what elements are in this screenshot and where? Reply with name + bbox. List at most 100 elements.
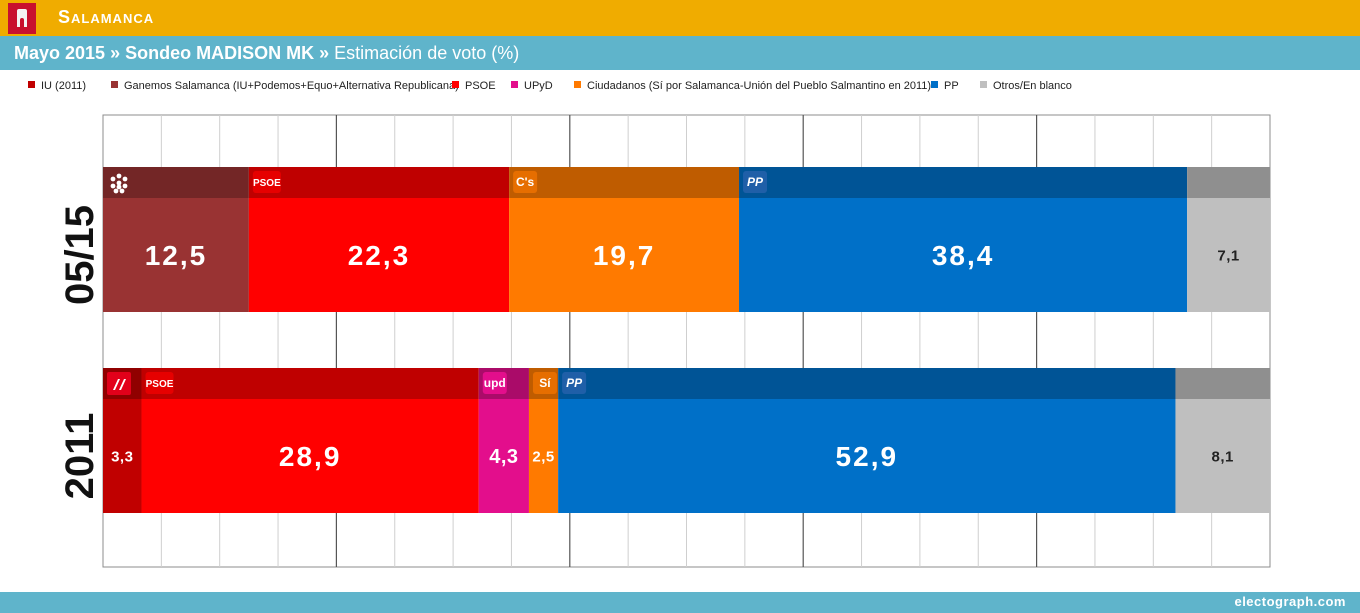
bar-header-strip [1175, 368, 1270, 399]
legend-label: UPyD [524, 80, 553, 92]
logo-bg [252, 171, 281, 193]
separator-2: » [319, 43, 330, 63]
logo-dot [110, 183, 116, 189]
ganemos-logo-icon [110, 173, 128, 194]
region-title: Salamanca [58, 7, 155, 27]
subtitle-bar: Mayo 2015 » Sondeo MADISON MK » Estimaci… [0, 36, 1360, 70]
legend-item-upyd: UPyD [511, 80, 553, 92]
legend-label: Ganemos Salamanca (IU+Podemos+Equo+Alter… [124, 80, 459, 92]
legend-swatch [111, 81, 118, 88]
poll-date: Mayo 2015 [14, 43, 106, 63]
logo-bg [532, 372, 557, 394]
logo-bg [107, 372, 131, 395]
salamanca-crest-icon [8, 3, 36, 34]
bar-segment [739, 198, 1188, 312]
bar-header-strip [1187, 167, 1270, 198]
party-logo-3: PP [743, 171, 768, 193]
legend-item-psoe: PSOE [452, 80, 496, 92]
bar-header-strip [141, 368, 479, 399]
footer-bar: electograph.com [0, 592, 1360, 613]
footer-credit: electograph.com [1234, 594, 1346, 609]
data-label: 4,3 [489, 446, 518, 468]
logo-text: PP [747, 175, 764, 189]
party-logo-2: C's [513, 171, 538, 193]
header-bar: Salamanca [0, 0, 1360, 36]
row-label: 05/15 [58, 205, 102, 305]
legend-label: IU (2011) [41, 80, 87, 92]
logo-bg [513, 171, 538, 193]
bar-row-1: 2011 3,3 28,9 PSOE 4,3 upd 2,5 Sí 52,9 PP 8,1 [58, 368, 1270, 513]
bar-header-strip [248, 167, 510, 198]
bar-segment [1187, 198, 1270, 312]
legend-item-ganemos: Ganemos Salamanca (IU+Podemos+Equo+Alter… [111, 80, 459, 92]
logo-dot [119, 188, 125, 194]
bar-row-0: 05/15 12,5 22,3 PSOE 19,7 C's 38,4 PP 7,1 [58, 167, 1270, 312]
bar-header-strip [509, 167, 740, 198]
legend-swatch [574, 81, 581, 88]
bar-segment [248, 198, 510, 312]
legend-label: PP [944, 80, 959, 92]
logo-text: upd [484, 376, 506, 390]
logo-text: PSOE [146, 379, 174, 390]
bar-header-strip [558, 368, 1176, 399]
logo-bg [743, 171, 768, 193]
bar-segment [558, 399, 1176, 513]
logo-dot [110, 176, 116, 182]
logo-text: PP [566, 376, 583, 390]
stacked-bar-chart: 05/15 12,5 22,3 PSOE 19,7 C's 38,4 PP 7,1 2011 3,3… [58, 114, 1271, 568]
logo-bg [145, 372, 174, 394]
logo-dot [113, 188, 119, 194]
data-label: 3,3 [111, 448, 133, 465]
data-label: 19,7 [593, 240, 656, 271]
bar-segment [528, 399, 559, 513]
metric-label: Estimación de voto (%) [334, 43, 520, 63]
data-label: 52,9 [836, 441, 899, 472]
subtitle: Mayo 2015 » Sondeo MADISON MK » Estimaci… [14, 43, 519, 64]
separator-1: » [110, 43, 121, 63]
logo-text: PSOE [253, 178, 281, 189]
logo-bg [562, 372, 587, 394]
party-logo-1: PSOE [252, 171, 281, 193]
logo-bg [482, 372, 507, 394]
legend-label: Otros/En blanco [993, 80, 1072, 92]
bar-segment [1175, 399, 1270, 513]
data-label: 2,5 [532, 448, 554, 465]
legend-item-pp: PP [931, 80, 959, 92]
logo-dot [116, 173, 122, 179]
legend-swatch [511, 81, 518, 88]
iu-logo-icon [107, 372, 131, 395]
logo-dot [116, 184, 122, 190]
data-label: 12,5 [145, 240, 208, 271]
bar-header-strip [103, 167, 249, 198]
legend-item-ciudadanos: Ciudadanos (Sí por Salamanca-Unión del P… [574, 80, 931, 92]
logo-dot [116, 180, 122, 186]
logo-text: Sí [539, 376, 551, 390]
bar-header-strip [739, 167, 1188, 198]
legend-swatch [452, 81, 459, 88]
legend-swatch [28, 81, 35, 88]
row-label: 2011 [58, 413, 102, 500]
bar-segment [141, 399, 479, 513]
data-label: 8,1 [1212, 448, 1234, 465]
legend-label: PSOE [465, 80, 496, 92]
pollster: Sondeo MADISON MK [125, 43, 315, 63]
data-label: 22,3 [348, 240, 411, 271]
logo-dot [122, 183, 128, 189]
legend-label: Ciudadanos (Sí por Salamanca-Unión del P… [587, 80, 932, 92]
legend-item-otros: Otros/En blanco [980, 80, 1072, 92]
bar-segment [478, 399, 529, 513]
data-label: 38,4 [932, 240, 995, 271]
party-logo-2: upd [482, 372, 507, 394]
data-label: 28,9 [279, 441, 342, 472]
bar-segment [103, 198, 249, 312]
party-logo-1: PSOE [145, 372, 174, 394]
legend-swatch [980, 81, 987, 88]
logo-mark [113, 379, 126, 390]
bar-segment [103, 399, 142, 513]
logo-text: C's [516, 175, 535, 189]
logo-dot [122, 176, 128, 182]
legend-item-iu: IU (2011) [28, 80, 86, 92]
legend-swatch [931, 81, 938, 88]
bar-segment [509, 198, 740, 312]
party-logo-3: Sí [532, 372, 557, 394]
